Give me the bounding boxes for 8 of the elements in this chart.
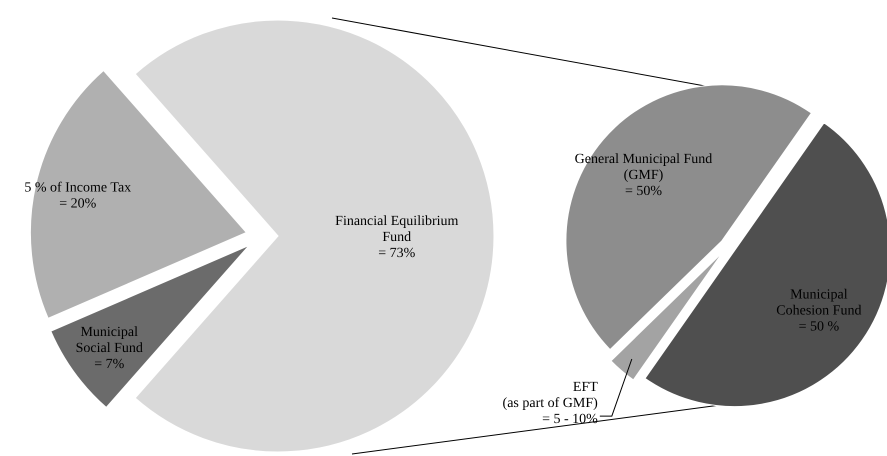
slice-label: Municipal Social Fund [76,324,143,356]
slice-label: Financial Equilibrium Fund [335,214,459,245]
data-label: = 20% [59,196,97,212]
slice-label: 5 % of Income Tax [24,180,132,196]
slice-label: Municipal Cohesion Fund [776,288,862,319]
data-label: = 73% [378,246,416,261]
data-label: = 7% [94,356,125,372]
data-label: = 50 % [798,320,840,335]
